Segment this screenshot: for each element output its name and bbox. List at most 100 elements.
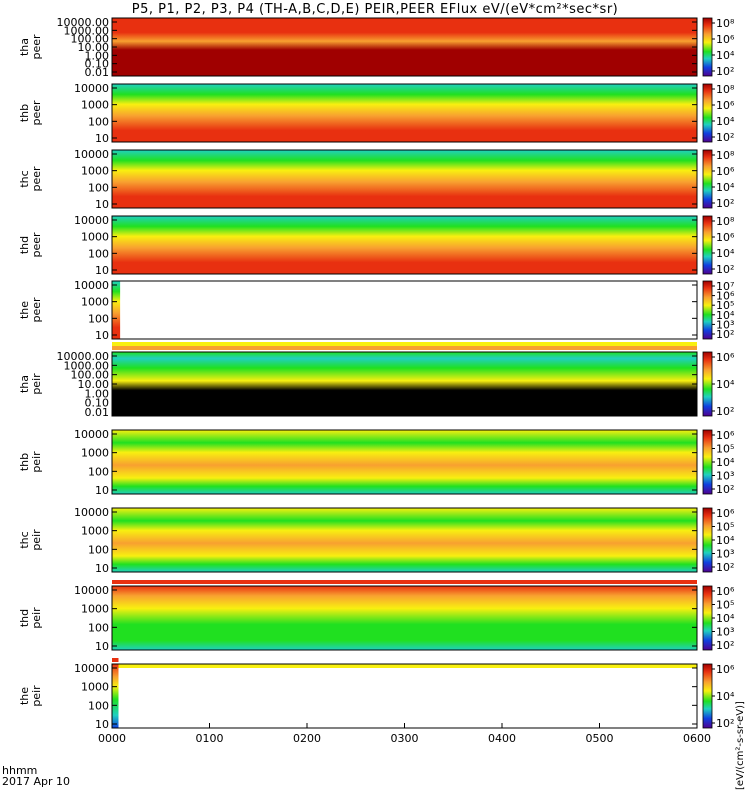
- ytick-label: 10000: [74, 662, 109, 675]
- ylabel-tha-peer-0: tha: [18, 38, 31, 56]
- plot-frame-thb-peir: [111, 429, 698, 495]
- ylabel-tha-peer-1: peer: [30, 34, 43, 60]
- colorbar-tick-label: 10⁵: [716, 299, 734, 312]
- ytick-label: 1000.00: [64, 359, 110, 372]
- ylabel-the-peer-1: peer: [30, 297, 43, 323]
- strip-yellow: [112, 342, 697, 346]
- colorbar-tick-label: 10⁶: [716, 507, 735, 520]
- colorbar-tick-label: 10⁴: [716, 378, 735, 391]
- ytick-label: 100: [88, 465, 109, 478]
- ylabel-thd-peer-0: thd: [18, 236, 31, 254]
- ytick-label: 100.00: [71, 369, 110, 382]
- ylabel-the-peir-1: peir: [30, 685, 43, 707]
- ytick-label: 10.00: [78, 41, 110, 54]
- spectrogram-tha-peer: [112, 18, 697, 76]
- ytick-label: 1000: [81, 165, 109, 178]
- colorbar-tick-label: 10⁶: [716, 33, 735, 46]
- colorbar-tick-label: 10⁶: [716, 231, 735, 244]
- plot-frame-thc-peir: [111, 507, 698, 573]
- colorbar-tick-label: 10²: [716, 639, 734, 652]
- plot-frame-thb-peer: [111, 83, 698, 143]
- ylabel-thb-peer-1: peer: [30, 100, 43, 126]
- ylabel-thb-peir-0: thb: [18, 453, 31, 471]
- ytick-label: 100: [88, 621, 109, 634]
- time-axis-caption: hhmm 2017 Apr 10: [2, 765, 70, 787]
- colorbar-tick-label: 10⁴: [716, 309, 735, 322]
- colorbar-tick-label: 10⁴: [716, 690, 735, 703]
- spectrogram-thc-peer: [112, 150, 697, 208]
- strip-red: [112, 580, 697, 584]
- spectrogram-the-peir: [112, 664, 119, 728]
- colorbar-the-peer: [702, 280, 713, 340]
- ytick-label: 1000: [81, 296, 109, 309]
- plot-frame-thd-peer: [111, 215, 698, 275]
- colorbar-tick-label: 10²: [716, 483, 734, 496]
- ytick-label: 100: [88, 543, 109, 556]
- ytick-label: 100: [88, 699, 109, 712]
- ytick-label: 10000: [74, 214, 109, 227]
- colorbar-thb-peer: [702, 83, 713, 143]
- colorbar-tha-peer: [702, 17, 713, 77]
- ylabel-the-peir-0: the: [18, 687, 31, 705]
- spectrogram-thc-peir: [112, 508, 697, 572]
- ytick-label: 0.10: [85, 397, 110, 410]
- colorbar-tick-label: 10⁴: [716, 456, 735, 469]
- ytick-label: 10.00: [78, 378, 110, 391]
- xtick-label: 0500: [586, 732, 614, 745]
- xtick-label: 0300: [391, 732, 419, 745]
- ytick-label: 10000.00: [57, 350, 110, 363]
- ylabel-tha-peir-0: tha: [18, 375, 31, 393]
- spectrogram-the-peer: [112, 281, 121, 339]
- colorbar-tick-label: 10²: [716, 561, 734, 574]
- ytick-label: 10: [95, 198, 109, 211]
- colorbar-the-peir: [702, 663, 713, 729]
- colorbar-tick-label: 10³: [716, 548, 734, 561]
- ytick-label: 0.01: [85, 406, 110, 419]
- ylabel-tha-peir-1: peir: [30, 373, 43, 395]
- colorbar-tick-label: 10⁴: [716, 115, 735, 128]
- ytick-label: 100: [88, 247, 109, 260]
- ytick-label: 1000: [81, 681, 109, 694]
- strip-orange: [112, 346, 697, 350]
- colorbar-thb-peir: [702, 429, 713, 495]
- colorbar-tick-label: 10⁶: [716, 585, 735, 598]
- colorbar-tick-label: 10⁸: [716, 83, 735, 96]
- spectrogram-thb-peer: [112, 84, 697, 142]
- ytick-label: 100: [88, 181, 109, 194]
- ytick-label: 10000: [74, 584, 109, 597]
- colorbar-tick-label: 10⁵: [716, 443, 734, 456]
- colorbar-tick-label: 10⁶: [716, 290, 735, 303]
- ytick-label: 1000: [81, 603, 109, 616]
- ytick-label: 10: [95, 562, 109, 575]
- spectrogram-thd-peer: [112, 216, 697, 274]
- ytick-label: 10: [95, 640, 109, 653]
- ylabel-thc-peir-0: thc: [18, 531, 31, 548]
- colorbar-tick-label: 10⁴: [716, 612, 735, 625]
- ytick-label: 10: [95, 132, 109, 145]
- colorbar-thd-peer: [702, 215, 713, 275]
- colorbar-tick-label: 10⁴: [716, 247, 735, 260]
- ytick-label: 100: [88, 115, 109, 128]
- ytick-label: 1000: [81, 231, 109, 244]
- ytick-label: 1000: [81, 525, 109, 538]
- strip-red_partial: [112, 658, 119, 662]
- colorbar-tick-label: 10⁴: [716, 181, 735, 194]
- date-label: 2017 Apr 10: [2, 775, 71, 788]
- ytick-label: 0.01: [85, 66, 110, 79]
- colorbar-tick-label: 10⁶: [716, 429, 735, 442]
- colorbar-tick-label: 10⁶: [716, 99, 735, 112]
- ylabel-thd-peer-1: peer: [30, 232, 43, 258]
- xtick-label: 0600: [683, 732, 711, 745]
- ytick-label: 1.00: [85, 49, 110, 62]
- plot-frame-thc-peer: [111, 149, 698, 209]
- time-format-label: hhmm: [2, 764, 38, 777]
- ylabel-the-peer-0: the: [18, 301, 31, 319]
- xtick-label: 0000: [98, 732, 126, 745]
- xtick-label: 0400: [488, 732, 516, 745]
- colorbar-tick-label: 10⁷: [716, 280, 734, 293]
- colorbar-unit-label: [eV/(cm²-s-sr-eV)]: [735, 701, 746, 790]
- colorbar-tick-label: 10⁶: [716, 165, 735, 178]
- plot-frame-the-peer: [111, 280, 698, 340]
- colorbar-tick-label: 10²: [716, 405, 734, 418]
